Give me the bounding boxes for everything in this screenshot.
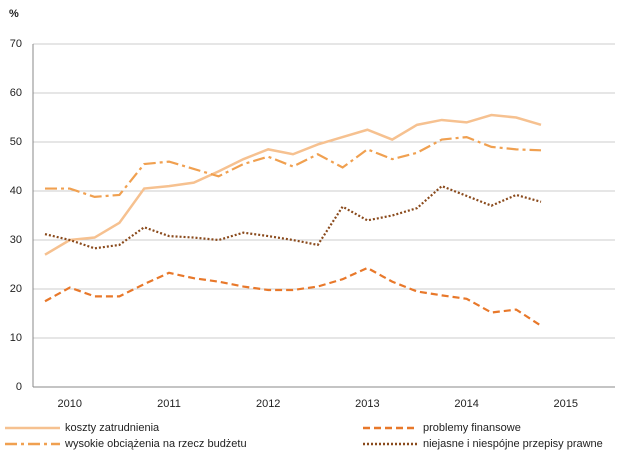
y-tick-label: 70 [10, 38, 22, 50]
y-tick-label: 20 [10, 283, 22, 295]
y-tick-label: 50 [10, 136, 22, 148]
series-line [44, 266, 542, 327]
y-tick-label: 30 [10, 234, 22, 246]
legend-label: koszty zatrudnienia [65, 422, 160, 434]
legend-label: problemy finansowe [423, 422, 521, 434]
x-tick-label: 2011 [157, 398, 181, 410]
series-line [44, 184, 542, 250]
y-axis-label: % [9, 8, 19, 20]
legend-label: wysokie obciążenia na rzecz budżetu [64, 438, 247, 450]
y-tick-label: 40 [10, 185, 22, 197]
y-tick-label: 10 [10, 332, 22, 344]
x-tick-label: 2012 [256, 398, 280, 410]
series-line [45, 135, 542, 198]
x-tick-label: 2014 [454, 398, 478, 410]
y-tick-label: 0 [16, 381, 22, 393]
x-tick-label: 2010 [58, 398, 82, 410]
x-tick-label: 2013 [355, 398, 379, 410]
legend-label: niejasne i niespójne przepisy prawne [423, 438, 603, 450]
x-tick-label: 2015 [554, 398, 578, 410]
y-tick-label: 60 [10, 87, 22, 99]
series-line [44, 113, 542, 256]
